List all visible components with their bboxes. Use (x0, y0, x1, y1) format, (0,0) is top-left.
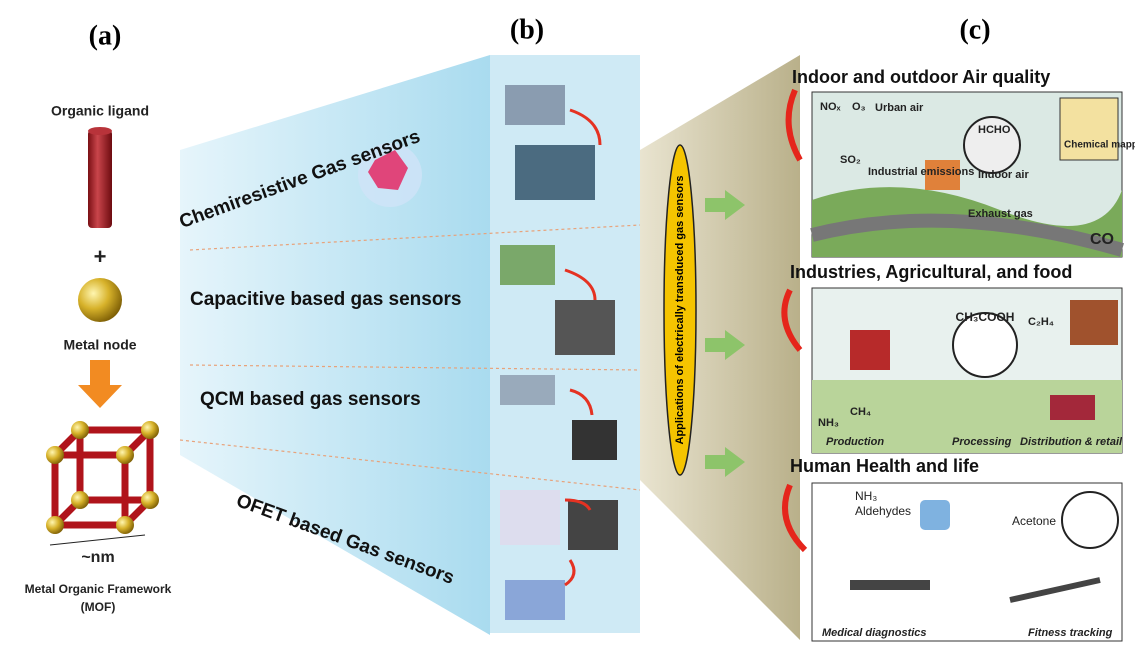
label: HCHO (978, 124, 1011, 136)
scene (850, 330, 890, 370)
label: CH₄ (850, 406, 871, 418)
label: Exhaust gas (968, 208, 1033, 220)
sensor-band (180, 55, 490, 635)
sensor-label: Capacitive based gas sensors (190, 289, 461, 310)
scene (1050, 395, 1095, 420)
ligand-label: Organic ligand (51, 103, 149, 119)
scene (1060, 98, 1118, 160)
label: CH₃COOH (956, 310, 1015, 324)
arrow (78, 360, 122, 408)
scene (920, 500, 950, 530)
label: Processing (952, 436, 1012, 448)
label: O₃ (852, 101, 866, 113)
label: SO₂ (840, 154, 861, 166)
figure: (a) (b) (c) Organic ligand + Metal node … (0, 0, 1135, 647)
label: NOₓ (820, 101, 842, 113)
mof-cube (55, 430, 150, 525)
ligand-icon (88, 130, 112, 228)
node-icon (78, 278, 122, 322)
label: Acetone (1012, 514, 1056, 528)
panel-label: (c) (959, 14, 990, 45)
label: C₂H₄ (1028, 316, 1054, 328)
scene (1062, 492, 1118, 548)
label: Industrial emissions (868, 166, 974, 178)
label: NH₃ (818, 417, 839, 429)
label: Indoor air (978, 169, 1029, 181)
ligand-icon (88, 127, 112, 135)
section-title: Human Health and life (790, 456, 979, 476)
label: Medical diagnostics (822, 627, 927, 639)
label: CO (1090, 231, 1114, 248)
label: Distribution & retail (1020, 436, 1123, 448)
scene (850, 580, 930, 590)
scale-bar (50, 535, 145, 545)
label: Aldehydes (855, 504, 911, 518)
label: Chemical mapping (1064, 140, 1135, 151)
label: Urban air (875, 102, 924, 114)
node-label: Metal node (63, 337, 136, 353)
label: Fitness tracking (1028, 627, 1113, 639)
scene (1070, 300, 1118, 345)
plus: + (94, 244, 107, 269)
panel-label: (a) (89, 20, 122, 51)
scale-label: ~nm (81, 549, 114, 566)
sensor-label: QCM based gas sensors (200, 389, 421, 410)
label: NH₃ (855, 489, 877, 503)
applications-label: Applications of electrically transduced … (674, 176, 686, 445)
label: Production (826, 436, 884, 448)
mof-label: Metal Organic Framework (25, 582, 172, 596)
section-title: Indoor and outdoor Air quality (792, 67, 1050, 87)
panel-label: (b) (510, 14, 544, 45)
section-title: Industries, Agricultural, and food (790, 262, 1072, 282)
mof-label: (MOF) (81, 600, 116, 614)
